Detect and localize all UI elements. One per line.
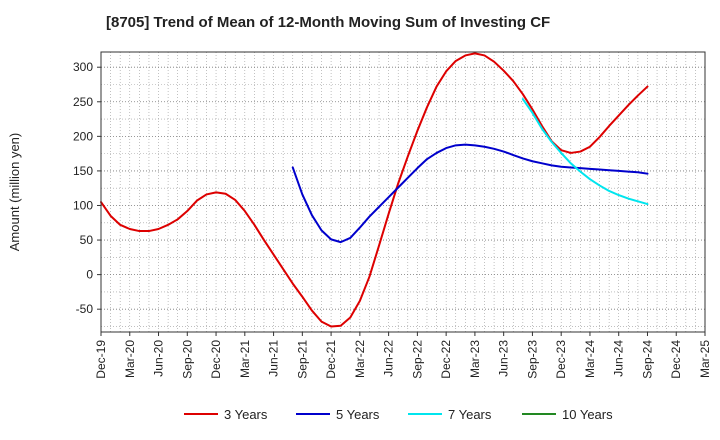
x-tick-label: Dec-23: [554, 340, 568, 379]
y-tick-label: 300: [73, 60, 93, 74]
x-tick-label: Sep-23: [525, 340, 539, 379]
plot-frame: [100, 51, 706, 333]
y-tick-label: 200: [73, 129, 93, 143]
x-tick-label: Jun-20: [152, 340, 166, 377]
x-tick-label: Sep-20: [180, 340, 194, 379]
legend-label: 10 Years: [562, 407, 613, 422]
x-tick-label: Jun-23: [497, 340, 511, 377]
x-tick-label: Sep-21: [295, 340, 309, 379]
y-tick-label: 50: [80, 233, 94, 247]
legend-label: 3 Years: [224, 407, 268, 422]
x-tick-label: Mar-21: [238, 340, 252, 378]
x-tick-label: Sep-24: [640, 340, 654, 379]
y-axis-label: Amount (million yen): [7, 133, 22, 252]
x-tick-label: Mar-25: [698, 340, 712, 378]
y-tick-label: -50: [76, 302, 94, 316]
plot-background: [101, 52, 705, 332]
series-layer: [100, 52, 649, 328]
x-tick-label: Jun-22: [382, 340, 396, 377]
legend: 3 Years 5 Years 7 Years 10 Years: [184, 407, 613, 422]
x-tick-label: Mar-20: [123, 340, 137, 378]
legend-label: 7 Years: [448, 407, 492, 422]
x-tick-label: Dec-24: [669, 340, 683, 379]
x-tick-label: Sep-22: [410, 340, 424, 379]
x-tick-label: Dec-21: [324, 340, 338, 379]
x-tick-label: Jun-21: [267, 340, 281, 377]
x-tick-label: Mar-23: [468, 340, 482, 378]
x-tick-label: Dec-22: [439, 340, 453, 379]
y-tick-label: 150: [73, 164, 93, 178]
y-tick-label: 100: [73, 198, 93, 212]
y-tick-label: 0: [86, 268, 93, 282]
x-tick-label: Dec-20: [209, 340, 223, 379]
series-line-5-years: [291, 143, 649, 244]
series-line-7-years: [521, 98, 649, 206]
legend-label: 5 Years: [336, 407, 380, 422]
x-tick-label: Mar-22: [353, 340, 367, 378]
y-axis: -50 0 50 100 150 200 250 300: [73, 60, 101, 316]
series-line-3-years: [100, 52, 649, 328]
y-tick-label: 250: [73, 95, 93, 109]
x-tick-label: Dec-19: [94, 340, 108, 379]
chart-title: [8705] Trend of Mean of 12-Month Moving …: [106, 14, 551, 31]
x-axis: Dec-19 Mar-20 Jun-20 Sep-20 Dec-20 Mar-21 Jun-…: [94, 332, 712, 379]
x-tick-label: Mar-24: [583, 340, 597, 378]
x-tick-label: Jun-24: [612, 340, 626, 377]
